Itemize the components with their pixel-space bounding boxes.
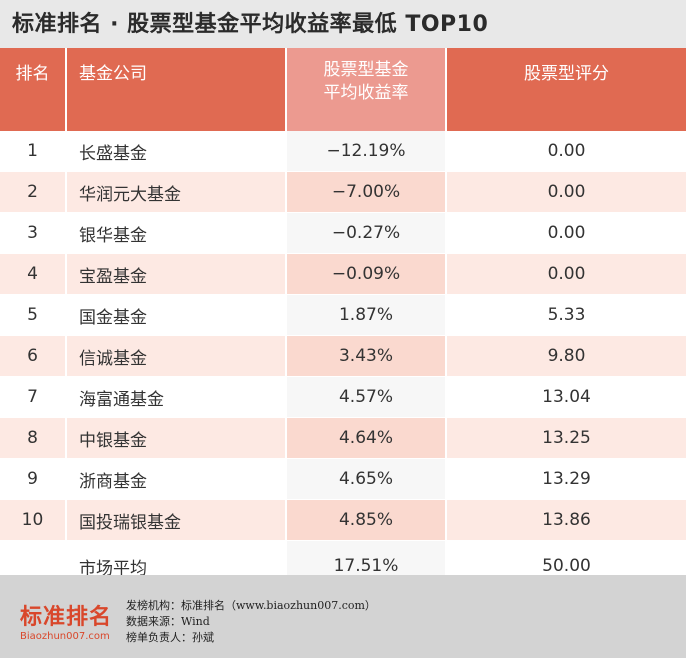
score-cell: 13.04 (446, 376, 686, 418)
return-cell: 4.64% (286, 417, 447, 459)
return-cell: −12.19% (286, 131, 447, 172)
score-cell: 9.80 (446, 335, 686, 377)
table-row: 8 中银基金 4.64% 13.25 (0, 417, 686, 459)
score-cell: 13.86 (446, 499, 686, 541)
company-cell: 中银基金 (66, 417, 287, 459)
header-rank: 排名 (0, 48, 67, 131)
page-title: 标准排名 · 股票型基金平均收益率最低 TOP10 (12, 12, 489, 37)
logo-url: Biaozhun007.com (20, 631, 110, 642)
footer: 标准排名 Biaozhun007.com 发榜机构：标准排名（www.biaoz… (0, 575, 686, 658)
header-return-line1: 股票型基金 (323, 60, 409, 80)
return-cell: 3.43% (286, 335, 447, 377)
company-cell: 浙商基金 (66, 458, 287, 500)
table-row: 1 长盛基金 −12.19% 0.00 (0, 131, 686, 172)
rank-cell: 5 (0, 294, 67, 336)
score-cell: 5.33 (446, 294, 686, 336)
source-line: 数据来源：Wind (126, 615, 210, 628)
return-cell: −0.09% (286, 253, 447, 295)
company-cell: 长盛基金 (66, 131, 287, 172)
company-cell: 信诚基金 (66, 335, 287, 377)
score-cell: 0.00 (446, 131, 686, 172)
table-row: 4 宝盈基金 −0.09% 0.00 (0, 253, 686, 295)
rank-cell: 10 (0, 499, 67, 541)
table-row: 2 华润元大基金 −7.00% 0.00 (0, 171, 686, 213)
company-cell: 海富通基金 (66, 376, 287, 418)
ranking-table: 排名 基金公司 股票型基金 平均收益率 股票型评分 1 长盛基金 −12.19%… (0, 48, 686, 592)
table-row: 7 海富通基金 4.57% 13.04 (0, 376, 686, 418)
score-cell: 0.00 (446, 171, 686, 213)
table-row: 3 银华基金 −0.27% 0.00 (0, 212, 686, 254)
rank-cell: 3 (0, 212, 67, 254)
publisher-line: 发榜机构：标准排名（www.biaozhun007.com） (126, 599, 376, 612)
logo-wordmark: 标准排名 (20, 605, 113, 630)
return-cell: 4.85% (286, 499, 447, 541)
company-cell: 华润元大基金 (66, 171, 287, 213)
return-cell: 4.65% (286, 458, 447, 500)
score-cell: 13.29 (446, 458, 686, 500)
rank-cell: 6 (0, 335, 67, 377)
rank-cell: 9 (0, 458, 67, 500)
header-return-line2: 平均收益率 (323, 83, 409, 103)
company-cell: 国金基金 (66, 294, 287, 336)
return-cell: 4.57% (286, 376, 447, 418)
return-cell: −7.00% (286, 171, 447, 213)
rank-cell: 7 (0, 376, 67, 418)
rank-cell: 1 (0, 131, 67, 172)
title-bar: 标准排名 · 股票型基金平均收益率最低 TOP10 (0, 0, 686, 48)
header-score: 股票型评分 (446, 48, 686, 131)
return-cell: 1.87% (286, 294, 447, 336)
footer-credits: 发榜机构：标准排名（www.biaozhun007.com） 数据来源：Wind… (126, 598, 376, 646)
company-cell: 银华基金 (66, 212, 287, 254)
company-cell: 宝盈基金 (66, 253, 287, 295)
brand-logo: 标准排名 Biaozhun007.com (20, 605, 112, 645)
score-cell: 13.25 (446, 417, 686, 459)
header-company: 基金公司 (66, 48, 287, 131)
table-row: 5 国金基金 1.87% 5.33 (0, 294, 686, 336)
score-cell: 0.00 (446, 212, 686, 254)
editor-line: 榜单负责人：孙斌 (126, 631, 214, 644)
table-header-row: 排名 基金公司 股票型基金 平均收益率 股票型评分 (0, 48, 686, 131)
rank-cell: 8 (0, 417, 67, 459)
table-row: 6 信诚基金 3.43% 9.80 (0, 335, 686, 377)
table-row: 9 浙商基金 4.65% 13.29 (0, 458, 686, 500)
rank-cell: 4 (0, 253, 67, 295)
table-row: 10 国投瑞银基金 4.85% 13.86 (0, 499, 686, 541)
rank-cell: 2 (0, 171, 67, 213)
company-cell: 国投瑞银基金 (66, 499, 287, 541)
return-cell: −0.27% (286, 212, 447, 254)
score-cell: 0.00 (446, 253, 686, 295)
header-return: 股票型基金 平均收益率 (286, 48, 447, 131)
